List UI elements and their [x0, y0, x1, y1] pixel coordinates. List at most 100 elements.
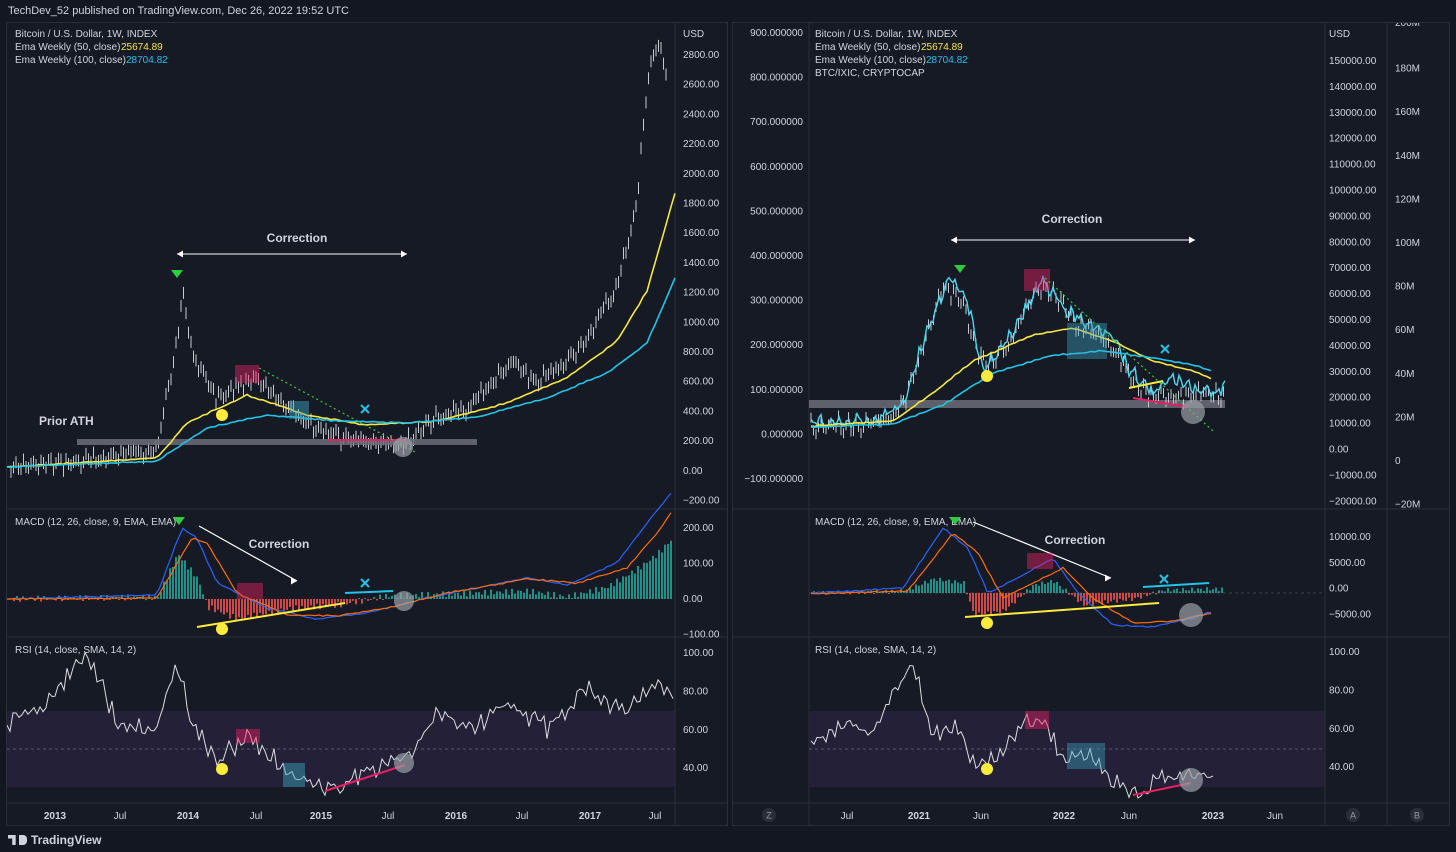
macd-histogram-bar — [160, 592, 162, 599]
rsi-tick-label: 80.00 — [1329, 685, 1354, 696]
cap-tick-label: 60M — [1395, 325, 1414, 336]
usd-tick-label: −10000.00 — [1329, 470, 1377, 481]
yellow-marker-dot — [981, 370, 993, 382]
macd-histogram-bar — [517, 590, 519, 599]
macd-histogram-bar — [493, 594, 495, 599]
overlay-legend: BTC/IXIC, CRYPTOCAP — [815, 68, 925, 79]
macd-histogram-bar — [379, 594, 381, 599]
macd-histogram-bar — [496, 591, 498, 599]
macd-histogram-bar — [547, 591, 549, 599]
macd-histogram-bar — [580, 592, 582, 599]
macd-histogram-bar — [1197, 588, 1199, 593]
cap-tick-label: 20M — [1395, 412, 1414, 423]
macd-histogram-bar — [355, 599, 357, 605]
macd-histogram-bar — [352, 599, 354, 601]
tradingview-logo[interactable]: TradingView — [8, 833, 101, 847]
time-tick-label: Jul — [114, 811, 127, 822]
macd-tick-label: 5000.00 — [1329, 558, 1366, 569]
macd-histogram-bar — [583, 593, 585, 599]
price-tick-label: 2400.00 — [683, 109, 720, 120]
macd-tick-label: 100.00 — [683, 559, 714, 570]
usd-tick-label: 110000.00 — [1329, 160, 1376, 171]
right-chart-canvas[interactable]: 900.000000 800.000000 700.000000 600.000000… — [733, 23, 1450, 826]
cap-tick-label: 180M — [1395, 64, 1420, 75]
publish-info: TechDev_52 published on TradingView.com,… — [8, 5, 350, 17]
signal-line — [7, 512, 672, 617]
macd-histogram-bar — [1005, 593, 1007, 611]
macd-histogram-bar — [1146, 593, 1148, 597]
macd-histogram-bar — [298, 599, 300, 611]
macd-histogram-bar — [523, 592, 525, 599]
macd-histogram-bar — [61, 599, 63, 602]
macd-histogram-bar — [981, 593, 983, 615]
left-chart-canvas[interactable]: Bitcoin / U.S. Dollar, 1W, INDEX Ema Week… — [7, 23, 728, 826]
macd-histogram-bar — [1071, 593, 1073, 595]
macd-histogram-bar — [448, 591, 450, 599]
ath-marker-triangle — [171, 270, 183, 278]
rsi-tick-label: 40.00 — [1329, 762, 1354, 773]
macd-histogram-bar — [235, 599, 237, 621]
macd-histogram-bar — [909, 587, 911, 593]
macd-histogram-bar — [1014, 593, 1016, 604]
macd-histogram-bar — [1104, 593, 1106, 601]
macd-histogram-bar — [304, 599, 306, 609]
ema100-line — [810, 349, 1212, 429]
macd-histogram-bar — [532, 588, 534, 599]
macd-histogram-bar — [1026, 589, 1028, 593]
macd-histogram-bar — [1017, 593, 1019, 598]
price-tick-label: 2200.00 — [683, 139, 720, 150]
usd-tick-label: 0.00 — [1329, 445, 1349, 456]
scale-mode-button-a[interactable] — [1346, 808, 1360, 822]
macd-histogram-bar — [586, 593, 588, 599]
macd-histogram-bar — [565, 598, 567, 599]
macd-histogram-bar — [139, 598, 141, 599]
macd-histogram-bar — [1215, 587, 1217, 593]
macd-histogram-bar — [625, 576, 627, 599]
macd-histogram-bar — [1119, 593, 1121, 599]
usd-tick-label: 130000.00 — [1329, 108, 1377, 119]
macd-histogram-bar — [1176, 588, 1178, 593]
macd-histogram-bar — [966, 593, 968, 595]
macd-histogram-bar — [67, 599, 69, 600]
macd-histogram-bar — [529, 594, 531, 599]
rsi-cyan-highlight — [283, 763, 305, 787]
macd-histogram-bar — [514, 593, 516, 599]
time-tick-label: 2014 — [177, 811, 200, 822]
macd-histogram-bar — [289, 599, 291, 607]
correction-label: Correction — [1042, 212, 1103, 226]
macd-histogram-bar — [190, 567, 192, 599]
macd-histogram-bar — [478, 592, 480, 599]
macd-histogram-bar — [520, 590, 522, 599]
usd-tick-label: 150000.00 — [1329, 56, 1377, 67]
macd-histogram-bar — [346, 599, 348, 605]
rsi-tick-label: 60.00 — [683, 725, 708, 736]
cap-tick-label: 200M — [1395, 23, 1420, 29]
left-chart-pane[interactable]: Bitcoin / U.S. Dollar, 1W, INDEX Ema Week… — [6, 22, 728, 826]
scale-mode-button-b[interactable] — [1410, 808, 1424, 822]
macd-histogram-bar — [421, 592, 423, 599]
macd-histogram-bar — [271, 599, 273, 615]
macd-histogram-bar — [463, 590, 465, 599]
right-chart-pane[interactable]: 900.000000 800.000000 700.000000 600.000000… — [732, 22, 1450, 826]
macd-top-marker — [173, 517, 185, 525]
scale-mode-button-z[interactable] — [762, 808, 776, 822]
symbol-legend: Bitcoin / U.S. Dollar, 1W, INDEX — [815, 29, 958, 40]
time-tick-label: Jul — [382, 811, 395, 822]
rsi-line — [7, 650, 674, 797]
macd-histogram-bar — [13, 599, 15, 602]
macd-histogram-bar — [634, 573, 636, 599]
usd-tick-label: 70000.00 — [1329, 263, 1371, 274]
macd-histogram-bar — [292, 599, 294, 612]
time-tick-label: Jul — [649, 811, 662, 822]
price-tick-label: 1400.00 — [683, 258, 720, 269]
macd-histogram-bar — [256, 599, 258, 618]
macd-histogram-bar — [142, 594, 144, 599]
macd-histogram-bar — [1164, 591, 1166, 593]
macd-tick-label: −100.00 — [683, 630, 720, 641]
macd-line — [810, 527, 1212, 628]
rsi-tick-label: 60.00 — [1329, 724, 1354, 735]
macd-histogram-bar — [511, 588, 513, 599]
macd-histogram-bar — [202, 594, 204, 599]
macd-histogram-bar — [858, 593, 860, 594]
macd-histogram-bar — [1059, 585, 1061, 593]
